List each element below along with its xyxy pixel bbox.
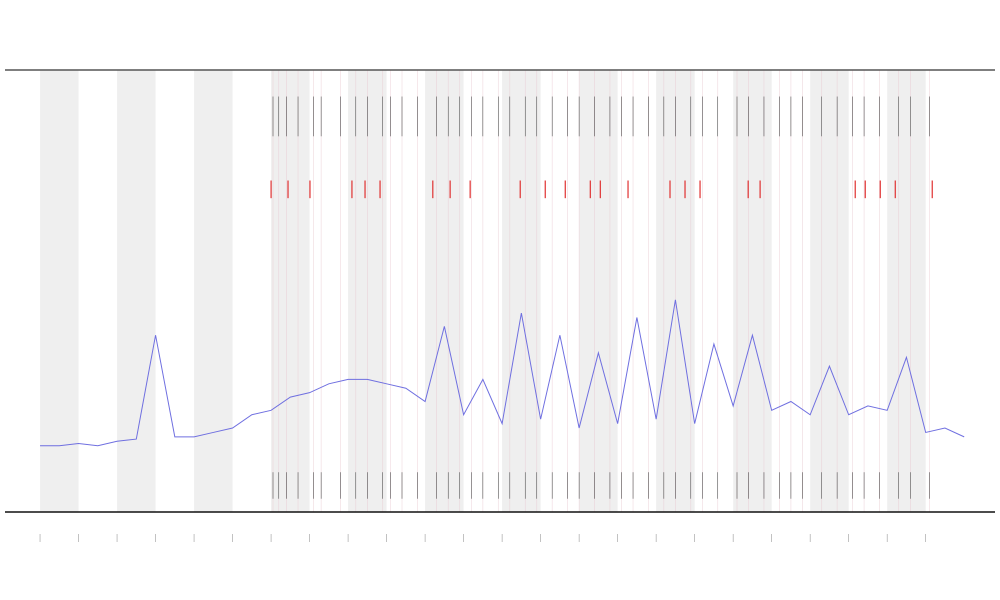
shaded-band bbox=[579, 70, 618, 512]
shaded-band bbox=[425, 70, 464, 512]
shaded-band bbox=[502, 70, 541, 512]
shaded-band bbox=[271, 70, 310, 512]
trace-line bbox=[40, 299, 965, 447]
shaded-band bbox=[194, 70, 233, 512]
series bbox=[40, 299, 965, 447]
shaded-band bbox=[40, 70, 79, 512]
shaded-band bbox=[117, 70, 156, 512]
x-ticks bbox=[39, 534, 926, 542]
events bbox=[270, 70, 933, 512]
shaded-band bbox=[810, 70, 849, 512]
shaded-band bbox=[733, 70, 772, 512]
shaded-band bbox=[887, 70, 926, 512]
